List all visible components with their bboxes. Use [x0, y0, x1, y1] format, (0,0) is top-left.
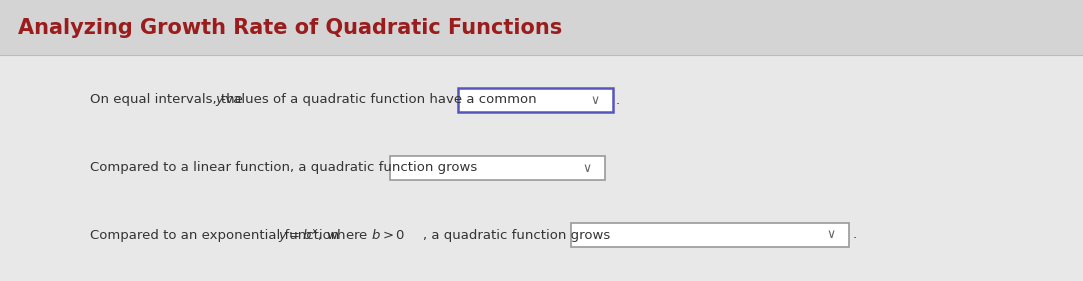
Text: y: y [216, 94, 223, 106]
Bar [573, 225, 851, 249]
Text: On equal intervals, the: On equal intervals, the [90, 94, 247, 106]
Bar [572, 223, 849, 247]
Text: .: . [852, 228, 857, 241]
Bar [458, 88, 613, 112]
Text: Analyzing Growth Rate of Quadratic Functions: Analyzing Growth Rate of Quadratic Funct… [18, 18, 562, 38]
Text: , a quadratic function grows: , a quadratic function grows [423, 228, 611, 241]
Text: $y = b^{x}$, where $b > 0$: $y = b^{x}$, where $b > 0$ [278, 226, 405, 244]
Text: ∨: ∨ [583, 162, 591, 175]
Bar [390, 156, 604, 180]
Text: ∨: ∨ [826, 228, 836, 241]
Bar [0, 55, 1083, 281]
Text: .: . [616, 94, 619, 106]
Text: -values of a quadratic function have a common: -values of a quadratic function have a c… [221, 94, 536, 106]
Text: Compared to a linear function, a quadratic function grows: Compared to a linear function, a quadrat… [90, 162, 478, 175]
Text: ∨: ∨ [590, 94, 599, 106]
Text: Compared to an exponential function: Compared to an exponential function [90, 228, 343, 241]
Bar [392, 158, 606, 182]
Bar [0, 0, 1083, 55]
